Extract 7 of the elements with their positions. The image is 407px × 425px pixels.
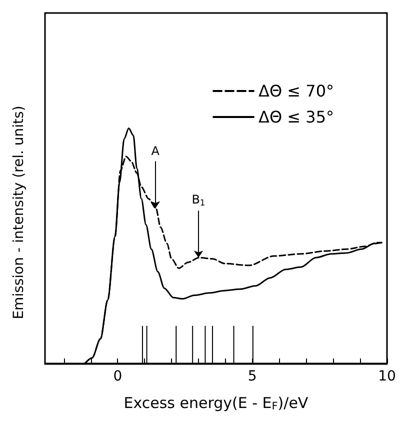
- annotation: A: [151, 144, 160, 158]
- y-axis-title: Emission - intensity (rel. units): [11, 106, 27, 320]
- x-tick-label: 10: [378, 368, 396, 384]
- legend-label: ΔΘ ≤ 35°: [258, 108, 334, 126]
- x-tick-label: 5: [248, 368, 257, 384]
- x-tick-label: 0: [113, 368, 122, 384]
- legend-label: ΔΘ ≤ 70°: [258, 82, 334, 100]
